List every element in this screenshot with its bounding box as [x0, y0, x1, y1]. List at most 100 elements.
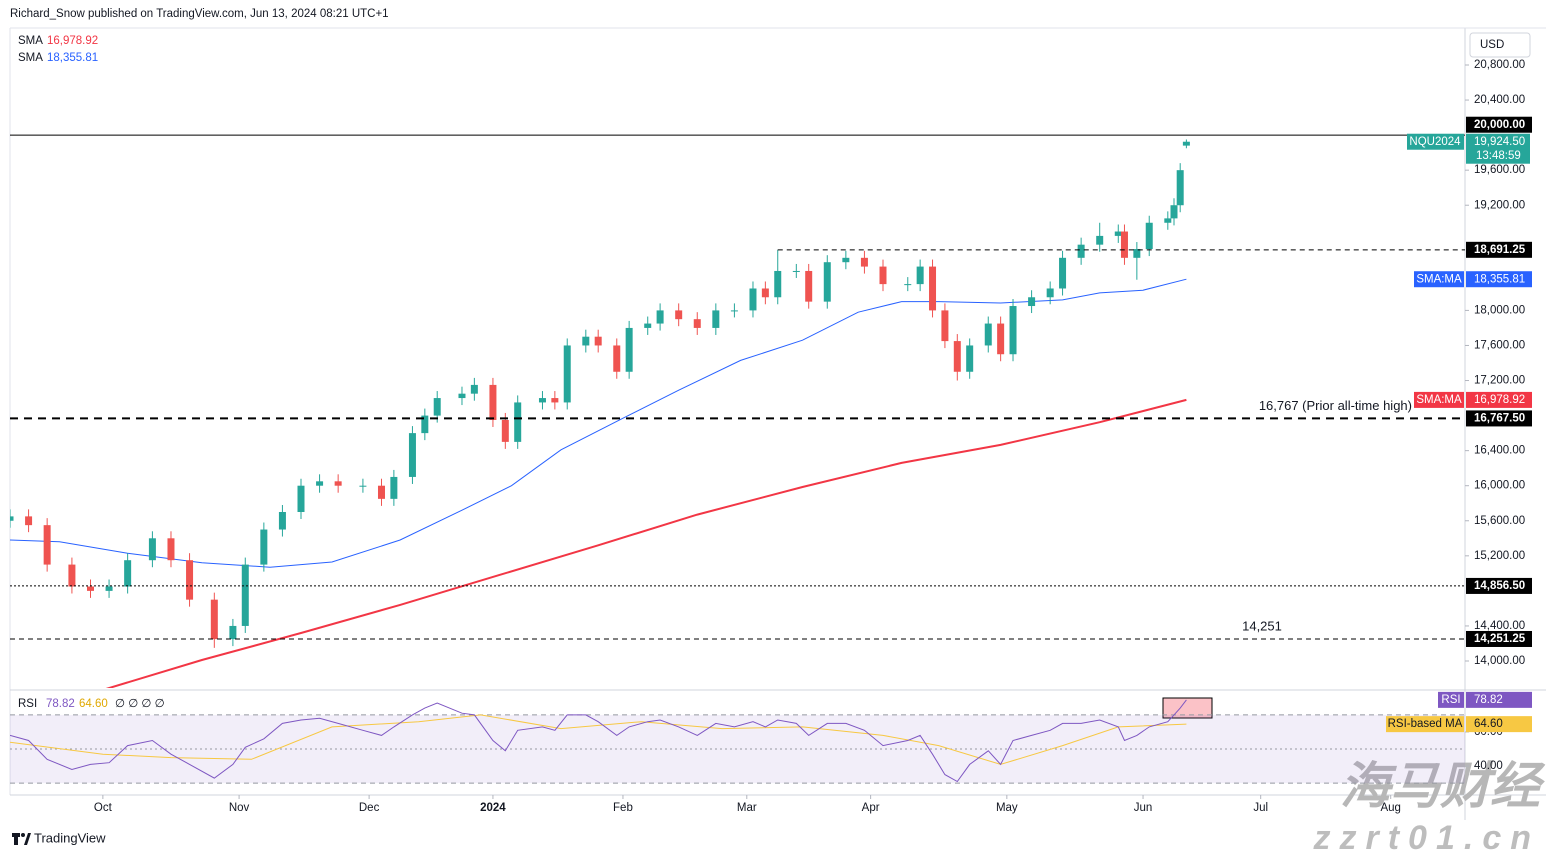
candle-body: [997, 323, 1005, 355]
currency-box[interactable]: [1469, 32, 1531, 58]
candle-body: [644, 323, 652, 328]
candle-body: [1170, 205, 1178, 219]
candle-body: [1145, 222, 1153, 250]
candle-body: [316, 481, 324, 486]
candle-body: [186, 560, 194, 600]
x-tick-label: Feb: [613, 802, 633, 814]
candle-body: [334, 481, 342, 486]
candle-body: [1133, 249, 1141, 258]
y-tick-label: 15,600.00: [1474, 515, 1525, 527]
rsi-line: [10, 699, 1187, 783]
sma-tag: [1414, 271, 1464, 288]
candle-body: [1120, 231, 1128, 258]
y-tick-label: 15,200.00: [1474, 550, 1525, 562]
candle-body: [260, 529, 268, 565]
candle-body: [656, 310, 664, 324]
legend-name: SMA: [18, 52, 43, 64]
candle-body: [10, 516, 14, 521]
rsi-ma-value-badge: [1466, 716, 1532, 733]
x-tick-label: Jul: [1253, 802, 1268, 814]
candle-body: [421, 415, 429, 434]
candle-body: [941, 310, 949, 342]
sma-line: [105, 398, 1187, 688]
logo-part: [24, 833, 31, 845]
rsi-tag-label: RSI: [1441, 694, 1460, 706]
candle-body: [582, 336, 590, 346]
rsi-ma-line: [10, 714, 1187, 765]
logo-part: [14, 837, 18, 845]
y-tick-label: 19,600.00: [1474, 164, 1525, 176]
level-badge-label: 14,856.50: [1474, 580, 1525, 592]
logo-part: [12, 833, 20, 837]
legend-value: 18,355.81: [47, 52, 98, 64]
level-badge: [1466, 241, 1532, 258]
candle-body: [433, 398, 441, 416]
sma-tag-label: SMA:MA: [1416, 273, 1462, 285]
candle-body: [514, 402, 522, 442]
candle-body: [1164, 218, 1172, 223]
candle-body: [774, 270, 782, 298]
rsi-ma-value-label: 64.60: [1474, 718, 1503, 730]
legend-name: SMA: [18, 35, 43, 47]
watermark-url: zzrt01.cn: [1313, 819, 1541, 857]
candle-body: [1009, 306, 1017, 355]
candle-body: [297, 485, 305, 512]
candle-body: [1077, 244, 1085, 258]
candle-body: [68, 564, 76, 587]
level-badge: [1466, 410, 1532, 427]
candle-body: [377, 485, 385, 499]
candle-body: [390, 476, 398, 499]
level-badge: [1466, 116, 1532, 133]
sma-value-label: 16,978.92: [1474, 394, 1525, 406]
sma-value-label: 18,355.81: [1474, 273, 1525, 285]
symbol-label: NQU2024: [1409, 136, 1461, 148]
candle-body: [43, 525, 51, 565]
candle-body: [458, 393, 466, 399]
candle-body: [879, 266, 887, 285]
candle-body: [167, 538, 175, 561]
symbol-badge: [1407, 133, 1464, 150]
candle-body: [761, 288, 769, 298]
rsi-legend-extra: ∅ ∅ ∅ ∅: [115, 698, 165, 710]
last-price-label: 19,924.50: [1474, 136, 1525, 148]
candle-body: [124, 560, 132, 587]
rsi-value-badge: [1466, 691, 1532, 708]
level-annotation: 16,767 (Prior all-time high): [1259, 398, 1412, 413]
candle-body: [210, 599, 218, 640]
sma-value-badge: [1466, 391, 1532, 408]
rsi-value-label: 78.82: [1474, 694, 1503, 706]
candle-body: [693, 319, 701, 328]
candle-body: [148, 538, 156, 561]
candle-body: [105, 586, 113, 591]
candle-body: [805, 270, 813, 302]
legend-value: 16,978.92: [47, 35, 98, 47]
candle-body: [625, 327, 633, 372]
publish-note: Richard_Snow published on TradingView.co…: [10, 8, 389, 20]
y-tick-label: 18,000.00: [1474, 304, 1525, 316]
candle-body: [563, 345, 571, 403]
candle-body: [730, 310, 738, 312]
x-tick-label: 2024: [480, 802, 506, 814]
level-badge-label: 14,251.25: [1474, 633, 1526, 645]
level-badge-label: 16,767.50: [1474, 412, 1525, 424]
candle-body: [1176, 170, 1184, 206]
countdown: 13:48:59: [1476, 150, 1521, 162]
y-tick-label: 17,200.00: [1474, 375, 1525, 387]
level-badge: [1466, 577, 1532, 594]
candle-body: [953, 341, 961, 372]
y-tick-label: 20,400.00: [1474, 94, 1525, 106]
candle-body: [675, 310, 683, 320]
level-annotation: 14,251: [1242, 618, 1282, 633]
candle-body: [1114, 231, 1122, 236]
x-tick-label: Jun: [1134, 802, 1153, 814]
x-tick-label: Mar: [737, 802, 757, 814]
candle-body: [359, 485, 367, 487]
x-tick-label: Dec: [359, 802, 380, 814]
currency: USD: [1480, 39, 1504, 51]
candle-body: [25, 516, 33, 526]
sma-value-badge: [1466, 271, 1532, 288]
candle-body: [470, 384, 478, 394]
price-pane: [10, 139, 1190, 688]
level-badge-label: 20,000.00: [1474, 119, 1525, 131]
